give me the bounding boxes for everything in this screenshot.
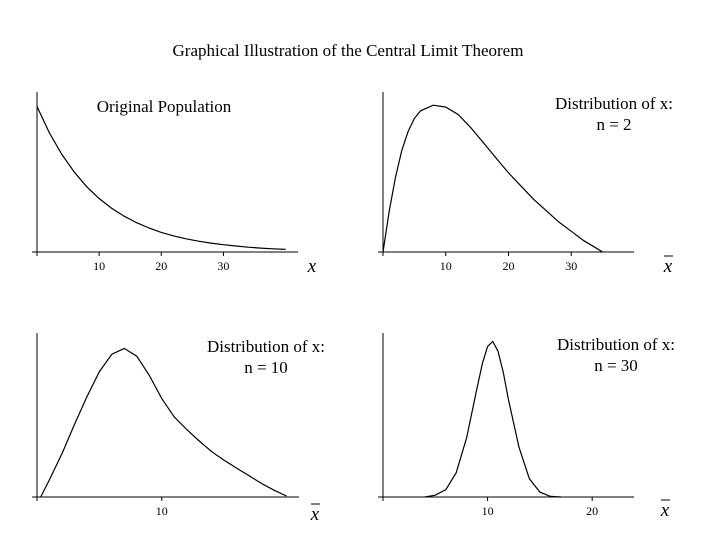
x-tick-label: 10 [93,259,105,273]
panel-title-line: Original Population [97,97,232,116]
density-curve [424,340,561,498]
x-tick-label: 10 [482,504,494,518]
panel-title-line: Distribution of x: [557,335,675,354]
x-axis-label: x [663,256,673,277]
density-curve [382,104,603,253]
panel-title-line: n = 10 [244,358,288,377]
x-tick-label: 30 [565,259,577,273]
panel-title-line: n = 30 [594,356,638,375]
x-tick-label: 30 [217,259,229,273]
chart-panel-distribution-n10: 10 Distribution of x: n = 10 x [32,333,325,525]
density-curve [40,347,287,498]
x-tick-label: 20 [503,259,515,273]
x-tick-label: 10 [440,259,452,273]
x-tick-label: 10 [156,504,168,518]
x-axis-label: x [310,504,320,525]
panel-title-line: n = 2 [596,115,631,134]
x-tick-label: 20 [586,504,598,518]
chart-panel-original-population: 10 20 30 Original Population x [32,92,317,277]
chart-panel-distribution-n30: 10 20 Distribution of x: n = 30 x [378,333,675,521]
panel-title-line: Distribution of x: [207,337,325,356]
x-axis-label: x [660,500,670,521]
page-title: Graphical Illustration of the Central Li… [172,41,524,60]
panel-title-line: Distribution of x: [555,94,673,113]
chart-panel-distribution-n2: 10 20 30 Distribution of x: n = 2 x [378,92,673,277]
x-tick-label: 20 [155,259,167,273]
density-curve [36,106,286,250]
x-axis-label: x [307,256,317,277]
